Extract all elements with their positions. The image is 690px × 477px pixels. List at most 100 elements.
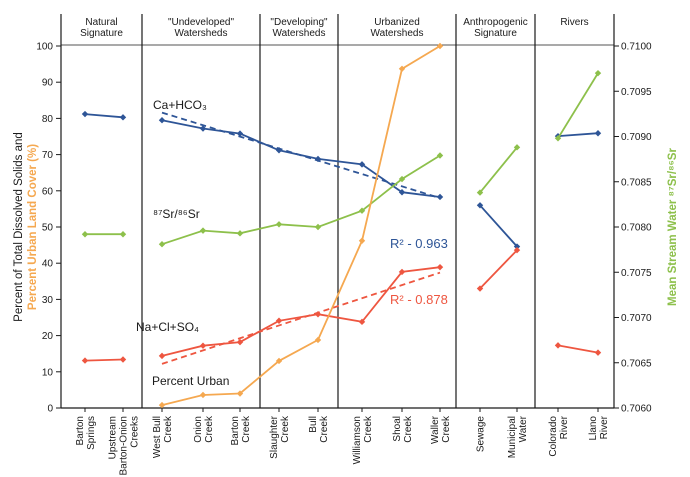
left-tick-label: 90 — [42, 78, 54, 89]
data-point-na-cl-so4 — [436, 263, 444, 271]
right-axis-title: Mean Stream Water ⁸⁷Sr/⁸⁶Sr — [667, 148, 679, 306]
category-label: Creek — [441, 415, 452, 443]
data-point-ca-hco3 — [81, 110, 89, 118]
right-tick-label: 0.7100 — [621, 42, 652, 53]
data-point-ca-hco3 — [436, 193, 444, 201]
category-label: Springs — [86, 416, 97, 450]
category-label: Onion — [193, 416, 204, 443]
right-tick-label: 0.7075 — [621, 268, 652, 279]
group-header-label: Urbanized — [374, 17, 420, 28]
data-point-ca-hco3 — [513, 243, 521, 250]
category-label: Creek — [163, 415, 174, 443]
data-point-percent-urban — [199, 391, 207, 399]
left-tick-label: 40 — [42, 259, 54, 270]
series-line-na-cl-so4 — [161, 266, 441, 357]
data-point-percent-urban — [436, 42, 444, 50]
data-point-na-cl-so4 — [236, 338, 244, 346]
data-point-87sr-86sr — [158, 240, 166, 248]
left-tick-label: 20 — [42, 331, 54, 342]
data-point-87sr-86sr — [81, 231, 89, 238]
category-label: Colorado — [548, 416, 559, 457]
axis-titles: Percent of Total Dissolved Solids and Per… — [13, 132, 679, 322]
data-point-ca-hco3 — [119, 114, 127, 121]
category-label: Barton-Onion — [119, 416, 130, 475]
data-point-ca-hco3 — [236, 130, 244, 137]
data-point-ca-hco3 — [158, 117, 166, 124]
data-point-percent-urban — [314, 336, 322, 344]
category-labels: Barton Springs Upstream Barton-Onion Creeks W… — [75, 415, 610, 475]
data-point-na-cl-so4 — [398, 268, 406, 276]
group-header-label: Signature — [474, 28, 517, 39]
group-header-label: Watersheds — [371, 28, 424, 39]
group-header-label: Rivers — [560, 17, 588, 28]
data-point-87sr-86sr — [398, 175, 406, 183]
data-point-87sr-86sr — [358, 207, 366, 214]
right-tick-label: 0.7090 — [621, 132, 652, 143]
data-point-ca-hco3 — [199, 125, 207, 132]
data-point-na-cl-so4 — [199, 342, 207, 349]
category-label: Creek — [280, 415, 291, 443]
data-point-percent-urban — [158, 401, 166, 409]
category-label: Sewage — [476, 416, 487, 453]
data-point-ca-hco3 — [314, 155, 322, 163]
series-line-87sr-86sr — [479, 146, 518, 194]
annotation-label: Percent Urban — [152, 374, 229, 388]
category-label: Creek — [241, 415, 252, 443]
data-point-na-cl-so4 — [275, 317, 283, 324]
data-point-na-cl-so4 — [513, 246, 521, 254]
right-tick-label: 0.7085 — [621, 177, 652, 188]
group-header-label: Signature — [80, 28, 123, 39]
data-point-na-cl-so4 — [81, 357, 89, 364]
tick-labels: 0 10 20 30 40 50 60 70 80 90 100 0.7060 0.7065 0.7070… — [36, 42, 652, 415]
data-point-na-cl-so4 — [314, 311, 322, 318]
series-line-87sr-86sr — [557, 72, 599, 139]
data-point-percent-urban — [358, 237, 366, 244]
category-label: Shoal — [392, 416, 403, 442]
data-point-87sr-86sr — [554, 135, 562, 142]
category-label: Williamson — [352, 416, 363, 464]
data-point-87sr-86sr — [236, 230, 244, 237]
left-tick-label: 30 — [42, 295, 54, 306]
group-header-label: "Undeveloped" — [168, 17, 234, 28]
data-point-percent-urban — [236, 390, 244, 397]
right-tick-label: 0.7060 — [621, 404, 652, 415]
category-label: Barton — [230, 416, 241, 445]
left-tick-label: 80 — [42, 114, 54, 125]
data-point-na-cl-so4 — [554, 342, 562, 349]
category-label: Llano — [588, 416, 599, 441]
group-headers: NaturalSignature"Undeveloped"Watersheds"… — [80, 17, 589, 39]
group-header-label: Watersheds — [273, 28, 326, 39]
series-line-ca-hco3 — [479, 204, 518, 248]
left-tick-label: 10 — [42, 367, 54, 378]
data-point-ca-hco3 — [594, 130, 602, 137]
data-point-87sr-86sr — [119, 231, 127, 238]
data-point-ca-hco3 — [275, 147, 283, 154]
left-axis-title-part: Percent of Total Dissolved Solids and — [13, 132, 25, 322]
data-point-87sr-86sr — [275, 221, 283, 228]
category-label: Creeks — [130, 416, 141, 448]
right-tick-label: 0.7065 — [621, 358, 652, 369]
data-point-87sr-86sr — [199, 227, 207, 234]
category-label: Creek — [363, 415, 374, 443]
category-label: Municipal — [507, 416, 518, 458]
series-line-ca-hco3 — [161, 119, 441, 198]
annotations: Ca+HCO₃ ⁸⁷Sr/⁸⁶Sr Na+Cl+SO₄ Percent Urban R²… — [136, 98, 448, 388]
group-header-label: Natural — [85, 17, 117, 28]
data-point-87sr-86sr — [476, 189, 484, 196]
annotation-label: R² - 0.963 — [390, 236, 448, 251]
series-line-ca-hco3 — [84, 113, 124, 119]
data-point-na-cl-so4 — [158, 352, 166, 360]
data-point-87sr-86sr — [513, 144, 521, 151]
category-label: Water — [518, 415, 529, 442]
data-point-87sr-86sr — [314, 223, 322, 231]
data-point-percent-urban — [398, 65, 406, 73]
category-label: Slaughter — [269, 415, 280, 458]
category-label: West Bull — [152, 416, 163, 458]
annotation-label: R² - 0.878 — [390, 292, 448, 307]
right-tick-label: 0.7070 — [621, 313, 652, 324]
data-point-na-cl-so4 — [476, 285, 484, 292]
right-tick-label: 0.7095 — [621, 87, 652, 98]
category-label: Creek — [319, 415, 330, 443]
left-tick-label: 50 — [42, 223, 54, 234]
